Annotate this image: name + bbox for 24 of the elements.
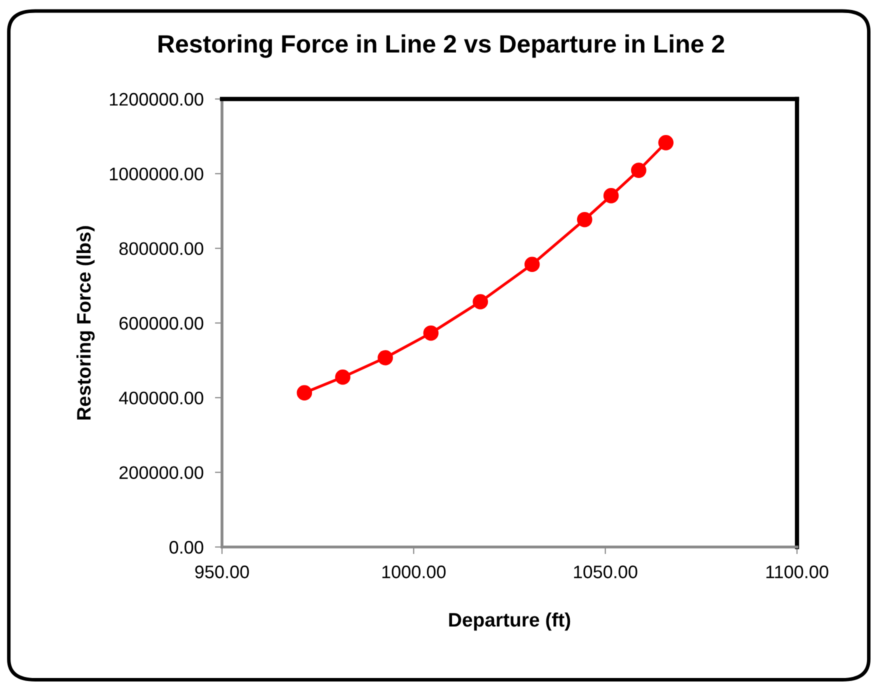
point [472, 294, 488, 310]
chart-title: Restoring Force in Line 2 vs Departure in Line 2 [158, 34, 724, 58]
y-tick-label: 400000.00 [119, 392, 204, 404]
y-tick-label: 1200000.00 [110, 92, 204, 106]
point [576, 212, 592, 228]
y-tick-label: 800000.00 [119, 242, 204, 256]
point [378, 350, 393, 366]
point [296, 385, 312, 400]
y-axis-title: Restoring Force (lbs) [76, 226, 95, 420]
x-tick-label: 950.00 [195, 566, 249, 578]
point [524, 256, 540, 272]
y-tick-label: 200000.00 [120, 466, 204, 480]
y-tick-label: 1000000.00 [110, 168, 204, 180]
x-axis-title: Departure (ft) [449, 612, 570, 631]
point [658, 135, 674, 150]
point [631, 162, 646, 178]
y-tick-label: 600000.00 [120, 316, 204, 330]
point [603, 188, 619, 204]
x-tick-label: 1000.00 [382, 566, 446, 578]
x-tick-label: 1100.00 [766, 566, 828, 578]
point [335, 369, 350, 385]
x-tick-label: 1050.00 [574, 566, 638, 578]
point [423, 325, 439, 341]
y-tick-label: 0.00 [170, 540, 204, 554]
